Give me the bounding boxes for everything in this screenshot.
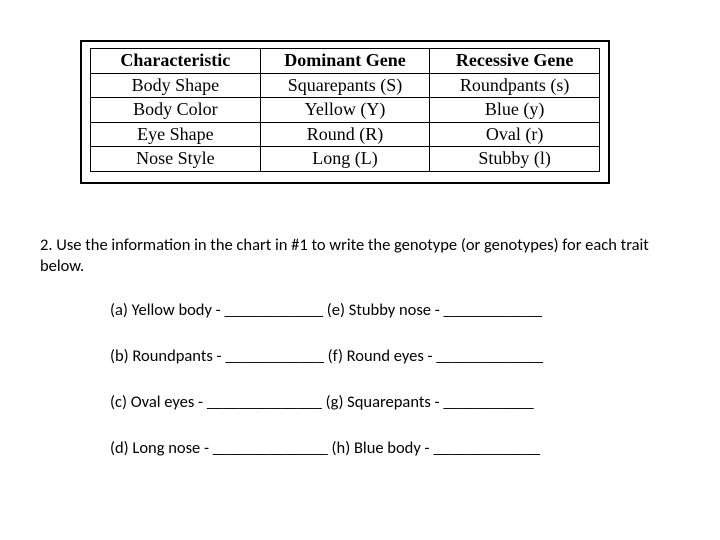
col-characteristic: Characteristic bbox=[91, 49, 261, 74]
col-dominant: Dominant Gene bbox=[260, 49, 430, 74]
question-text: Use the information in the chart in #1 t… bbox=[40, 235, 649, 276]
cell-characteristic: Body Color bbox=[91, 98, 261, 123]
cell-dominant: Long (L) bbox=[260, 147, 430, 172]
table-row: Body Shape Squarepants (S) Roundpants (s… bbox=[91, 73, 600, 98]
cell-characteristic: Nose Style bbox=[91, 147, 261, 172]
cell-recessive: Roundpants (s) bbox=[430, 73, 600, 98]
table-header-row: Characteristic Dominant Gene Recessive G… bbox=[91, 49, 600, 74]
table-row: Eye Shape Round (R) Oval (r) bbox=[91, 122, 600, 147]
cell-recessive: Oval (r) bbox=[430, 122, 600, 147]
genetics-table: Characteristic Dominant Gene Recessive G… bbox=[90, 48, 600, 172]
cell-dominant: Yellow (Y) bbox=[260, 98, 430, 123]
item-row-a: (a) Yellow body - ____________ (e) Stubb… bbox=[110, 300, 670, 320]
cell-dominant: Round (R) bbox=[260, 122, 430, 147]
cell-dominant: Squarepants (S) bbox=[260, 73, 430, 98]
answer-items: (a) Yellow body - ____________ (e) Stubb… bbox=[110, 300, 670, 484]
item-row-d: (d) Long nose - ______________ (h) Blue … bbox=[110, 438, 670, 458]
cell-characteristic: Body Shape bbox=[91, 73, 261, 98]
col-recessive: Recessive Gene bbox=[430, 49, 600, 74]
table-row: Body Color Yellow (Y) Blue (y) bbox=[91, 98, 600, 123]
item-row-c: (c) Oval eyes - ______________ (g) Squar… bbox=[110, 392, 670, 412]
genetics-table-container: Characteristic Dominant Gene Recessive G… bbox=[80, 40, 610, 184]
question-number: 2. bbox=[40, 235, 53, 255]
cell-recessive: Stubby (l) bbox=[430, 147, 600, 172]
question-prompt: 2. Use the information in the chart in #… bbox=[40, 235, 680, 276]
worksheet-page: Characteristic Dominant Gene Recessive G… bbox=[0, 0, 720, 540]
cell-recessive: Blue (y) bbox=[430, 98, 600, 123]
item-row-b: (b) Roundpants - ____________ (f) Round … bbox=[110, 346, 670, 366]
cell-characteristic: Eye Shape bbox=[91, 122, 261, 147]
table-row: Nose Style Long (L) Stubby (l) bbox=[91, 147, 600, 172]
